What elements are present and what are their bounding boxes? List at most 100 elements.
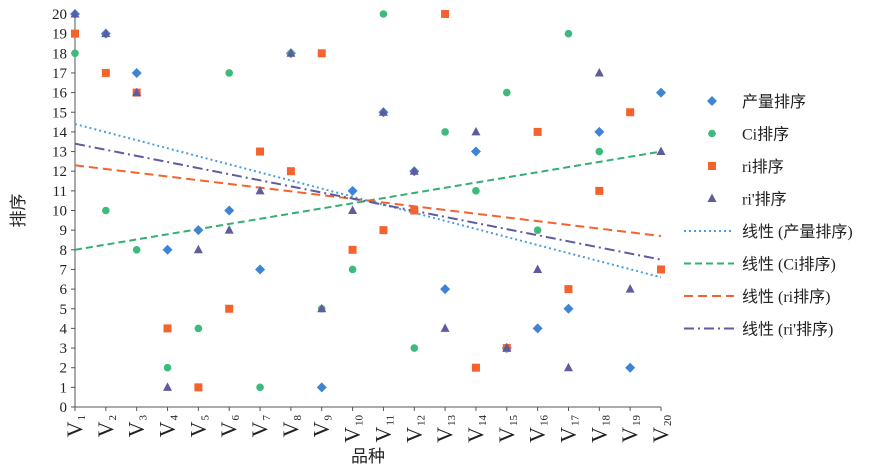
- y-tick-label: 18: [52, 46, 67, 62]
- data-point: [656, 87, 666, 98]
- legend-item-5: 线性 (产量排序): [684, 223, 853, 241]
- series-4: [70, 9, 666, 391]
- y-tick-label: 19: [52, 27, 67, 43]
- data-point: [595, 186, 604, 195]
- data-point: [286, 48, 296, 57]
- trendline-1: [74, 123, 662, 279]
- x-tick-label: V1: [62, 415, 88, 437]
- data-point: [595, 147, 604, 156]
- y-tick-label: 13: [52, 145, 67, 161]
- data-point: [563, 303, 574, 314]
- data-point: [317, 49, 326, 58]
- legend-label: ri'排序: [742, 191, 787, 209]
- data-point: [470, 146, 481, 157]
- data-point: [409, 166, 419, 175]
- x-tick-label: V19: [617, 415, 643, 443]
- data-point: [255, 264, 266, 275]
- x-tick-label: V7: [247, 415, 273, 438]
- data-point: [441, 10, 450, 18]
- data-point: [132, 246, 141, 254]
- data-point: [625, 362, 636, 373]
- data-point: [163, 363, 172, 372]
- x-tick-label: V11: [370, 415, 396, 442]
- y-tick-label: 1: [60, 380, 68, 396]
- x-tick-label: V17: [555, 415, 581, 443]
- y-tick-label: 16: [52, 86, 68, 102]
- legend-marker: [707, 193, 717, 202]
- data-point: [286, 167, 295, 176]
- data-point: [564, 29, 573, 38]
- x-tick-label: V16: [525, 415, 551, 443]
- legend-label: 线性 (ri排序): [742, 288, 830, 306]
- data-point: [657, 265, 665, 274]
- y-tick-label: 0: [60, 400, 68, 416]
- data-point: [132, 87, 142, 97]
- x-tick-label: V14: [463, 415, 489, 443]
- data-point: [224, 205, 235, 216]
- y-tick-label: 2: [60, 361, 68, 377]
- y-tick-label: 3: [60, 341, 68, 357]
- legend-item-4: ri'排序: [707, 191, 787, 209]
- data-point: [163, 382, 173, 391]
- x-tick-label: V20: [648, 415, 674, 443]
- legend-item-7: 线性 (ri排序): [684, 288, 830, 306]
- data-point: [101, 68, 110, 77]
- legend-label: 产量排序: [742, 93, 806, 111]
- data-point: [533, 226, 542, 234]
- data-point: [193, 244, 203, 254]
- y-tick-label: 9: [60, 223, 68, 239]
- data-point: [71, 49, 79, 58]
- data-point: [378, 107, 388, 116]
- x-tick-label: V12: [401, 415, 427, 443]
- legend-item-1: 产量排序: [707, 93, 806, 111]
- y-tick-label: 7: [60, 262, 68, 278]
- data-point: [256, 147, 265, 156]
- data-point: [224, 225, 234, 234]
- data-point: [564, 285, 573, 294]
- y-tick-label: 20: [52, 7, 67, 23]
- legend-marker: [707, 96, 717, 106]
- legend-label: Ci排序: [742, 126, 789, 144]
- x-tick-label: V6: [216, 415, 242, 438]
- y-tick-label: 14: [52, 125, 68, 141]
- y-tick-label: 12: [52, 164, 67, 180]
- data-point: [533, 264, 543, 273]
- legend-marker: [708, 129, 716, 138]
- data-point: [225, 304, 234, 313]
- data-point: [131, 67, 142, 78]
- x-tick-label: V2: [93, 415, 119, 437]
- y-tick-label: 6: [60, 282, 68, 298]
- y-tick-label: 17: [52, 66, 68, 82]
- data-point: [441, 128, 449, 136]
- data-point: [194, 324, 203, 333]
- x-tick-label: V10: [340, 415, 366, 443]
- data-point: [162, 244, 173, 255]
- legend-label: 线性 (ri'排序): [742, 321, 833, 339]
- data-point: [255, 185, 265, 195]
- x-tick-label: V4: [155, 415, 181, 438]
- data-point: [626, 108, 635, 117]
- data-point: [410, 206, 419, 215]
- data-point: [471, 363, 480, 372]
- x-tick-label: V15: [494, 415, 520, 443]
- y-tick-label: 8: [60, 243, 68, 259]
- legend-marker: [708, 162, 716, 170]
- x-axis-title: 品种: [351, 447, 385, 466]
- data-point: [625, 284, 635, 293]
- trendline-3: [74, 164, 662, 238]
- legend-item-3: ri排序: [708, 158, 784, 176]
- series-2: [71, 10, 634, 392]
- data-point: [440, 284, 451, 295]
- x-tick-label: V5: [185, 415, 211, 438]
- legend-item-2: Ci排序: [708, 126, 789, 144]
- data-point: [440, 323, 450, 332]
- data-point: [317, 303, 327, 313]
- data-point: [471, 126, 481, 136]
- data-point: [533, 127, 542, 136]
- legend-label: 线性 (Ci排序): [742, 256, 836, 274]
- data-point: [502, 343, 512, 352]
- y-tick-label: 15: [52, 105, 67, 121]
- data-point: [594, 67, 604, 77]
- data-point: [256, 383, 264, 392]
